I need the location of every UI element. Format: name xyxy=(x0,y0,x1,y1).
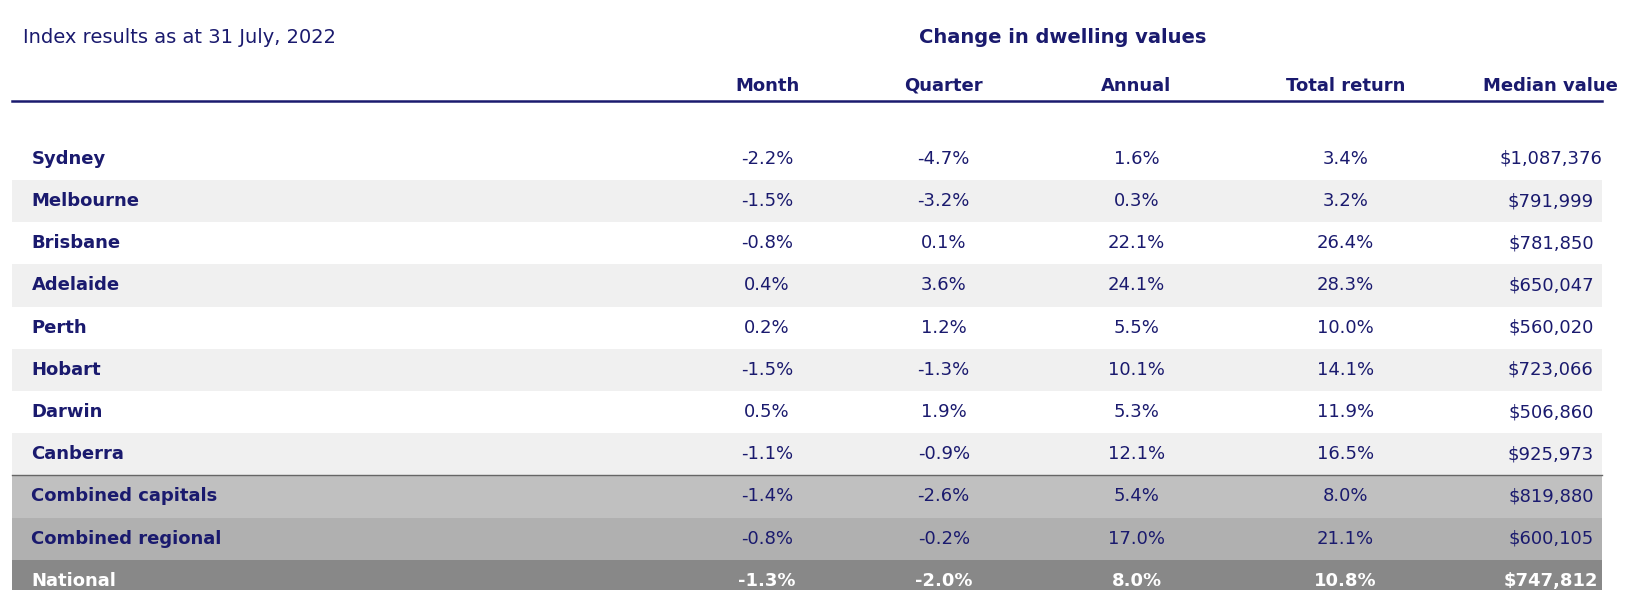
Text: 3.6%: 3.6% xyxy=(921,277,966,294)
Text: 8.0%: 8.0% xyxy=(1323,488,1368,505)
Text: Quarter: Quarter xyxy=(904,77,983,95)
Text: $925,973: $925,973 xyxy=(1507,445,1594,463)
Text: $1,087,376: $1,087,376 xyxy=(1499,150,1602,168)
Text: $781,850: $781,850 xyxy=(1507,234,1594,252)
Text: 21.1%: 21.1% xyxy=(1316,530,1373,548)
Text: 12.1%: 12.1% xyxy=(1109,445,1166,463)
Text: -2.2%: -2.2% xyxy=(741,150,793,168)
Text: Month: Month xyxy=(736,77,800,95)
Text: -1.4%: -1.4% xyxy=(741,488,793,505)
Text: 8.0%: 8.0% xyxy=(1112,572,1161,590)
Text: $506,860: $506,860 xyxy=(1507,403,1594,421)
Bar xyxy=(11,306,1602,349)
Text: 16.5%: 16.5% xyxy=(1316,445,1373,463)
Text: Hobart: Hobart xyxy=(31,361,101,379)
Text: 1.2%: 1.2% xyxy=(921,319,966,337)
Bar xyxy=(11,180,1602,222)
Text: 26.4%: 26.4% xyxy=(1316,234,1373,252)
Bar xyxy=(11,560,1602,596)
Bar xyxy=(11,517,1602,560)
Text: 3.4%: 3.4% xyxy=(1323,150,1368,168)
Text: 5.4%: 5.4% xyxy=(1113,488,1159,505)
Text: $650,047: $650,047 xyxy=(1507,277,1594,294)
Text: 17.0%: 17.0% xyxy=(1109,530,1166,548)
Text: 0.3%: 0.3% xyxy=(1113,192,1159,210)
Text: National: National xyxy=(31,572,116,590)
Text: Total return: Total return xyxy=(1285,77,1404,95)
Text: 11.9%: 11.9% xyxy=(1316,403,1373,421)
Text: -1.3%: -1.3% xyxy=(739,572,796,590)
Bar xyxy=(11,265,1602,306)
Text: 10.0%: 10.0% xyxy=(1316,319,1373,337)
Text: -3.2%: -3.2% xyxy=(917,192,970,210)
Text: 1.6%: 1.6% xyxy=(1113,150,1159,168)
Text: Combined capitals: Combined capitals xyxy=(31,488,217,505)
Text: 0.2%: 0.2% xyxy=(744,319,790,337)
Text: Annual: Annual xyxy=(1102,77,1172,95)
Bar xyxy=(11,476,1602,517)
Text: -0.2%: -0.2% xyxy=(917,530,970,548)
Text: $600,105: $600,105 xyxy=(1507,530,1594,548)
Text: $723,066: $723,066 xyxy=(1507,361,1594,379)
Text: -0.8%: -0.8% xyxy=(741,234,793,252)
Text: Perth: Perth xyxy=(31,319,87,337)
Text: Melbourne: Melbourne xyxy=(31,192,139,210)
Text: -0.8%: -0.8% xyxy=(741,530,793,548)
Text: Canberra: Canberra xyxy=(31,445,124,463)
Text: Median value: Median value xyxy=(1483,77,1619,95)
Bar xyxy=(11,433,1602,476)
Text: 1.9%: 1.9% xyxy=(921,403,966,421)
Text: Index results as at 31 July, 2022: Index results as at 31 July, 2022 xyxy=(23,27,337,46)
Text: Adelaide: Adelaide xyxy=(31,277,119,294)
Text: $819,880: $819,880 xyxy=(1507,488,1594,505)
Text: Combined regional: Combined regional xyxy=(31,530,222,548)
Text: Sydney: Sydney xyxy=(31,150,106,168)
Text: -1.3%: -1.3% xyxy=(917,361,970,379)
Bar xyxy=(11,391,1602,433)
Text: 3.2%: 3.2% xyxy=(1323,192,1368,210)
Bar xyxy=(11,222,1602,265)
Text: 22.1%: 22.1% xyxy=(1109,234,1166,252)
Text: $560,020: $560,020 xyxy=(1507,319,1594,337)
Text: 10.1%: 10.1% xyxy=(1109,361,1164,379)
Text: -2.0%: -2.0% xyxy=(916,572,973,590)
Text: 5.3%: 5.3% xyxy=(1113,403,1159,421)
Text: 10.8%: 10.8% xyxy=(1315,572,1377,590)
Text: -1.1%: -1.1% xyxy=(741,445,793,463)
Text: Change in dwelling values: Change in dwelling values xyxy=(919,27,1207,46)
Text: -4.7%: -4.7% xyxy=(917,150,970,168)
Text: $747,812: $747,812 xyxy=(1504,572,1597,590)
Text: $791,999: $791,999 xyxy=(1507,192,1594,210)
Text: -2.6%: -2.6% xyxy=(917,488,970,505)
Text: 0.4%: 0.4% xyxy=(744,277,790,294)
Text: 24.1%: 24.1% xyxy=(1109,277,1166,294)
Text: -1.5%: -1.5% xyxy=(741,361,793,379)
Text: 14.1%: 14.1% xyxy=(1316,361,1373,379)
Text: Darwin: Darwin xyxy=(31,403,103,421)
Text: 0.5%: 0.5% xyxy=(744,403,790,421)
Text: Brisbane: Brisbane xyxy=(31,234,121,252)
Text: 5.5%: 5.5% xyxy=(1113,319,1159,337)
Bar xyxy=(11,349,1602,391)
Bar xyxy=(11,138,1602,180)
Text: -1.5%: -1.5% xyxy=(741,192,793,210)
Text: 0.1%: 0.1% xyxy=(921,234,966,252)
Text: -0.9%: -0.9% xyxy=(917,445,970,463)
Text: 28.3%: 28.3% xyxy=(1316,277,1373,294)
